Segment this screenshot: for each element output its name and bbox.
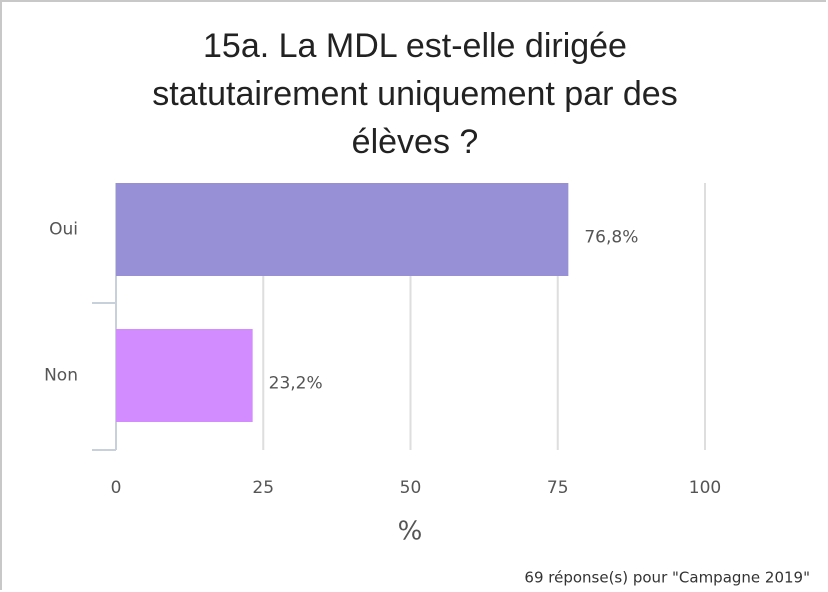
x-tick-label: 25 bbox=[252, 478, 274, 498]
y-tick-label: Oui bbox=[49, 220, 78, 240]
bar bbox=[116, 329, 253, 422]
value-label: 76,8% bbox=[584, 228, 638, 248]
x-tick-label: 50 bbox=[400, 478, 422, 498]
y-tick-label: Non bbox=[44, 366, 78, 386]
chart-title: 15a. La MDL est-elle dirigée statutairem… bbox=[152, 27, 678, 161]
x-tick-label: 75 bbox=[547, 478, 569, 498]
value-label: 23,2% bbox=[269, 374, 323, 394]
x-axis-label: % bbox=[398, 517, 423, 547]
x-tick-label: 100 bbox=[689, 478, 721, 498]
x-tick-label: 0 bbox=[111, 478, 122, 498]
footnote: 69 réponse(s) pour "Campagne 2019" bbox=[524, 569, 810, 587]
bar bbox=[116, 183, 569, 276]
